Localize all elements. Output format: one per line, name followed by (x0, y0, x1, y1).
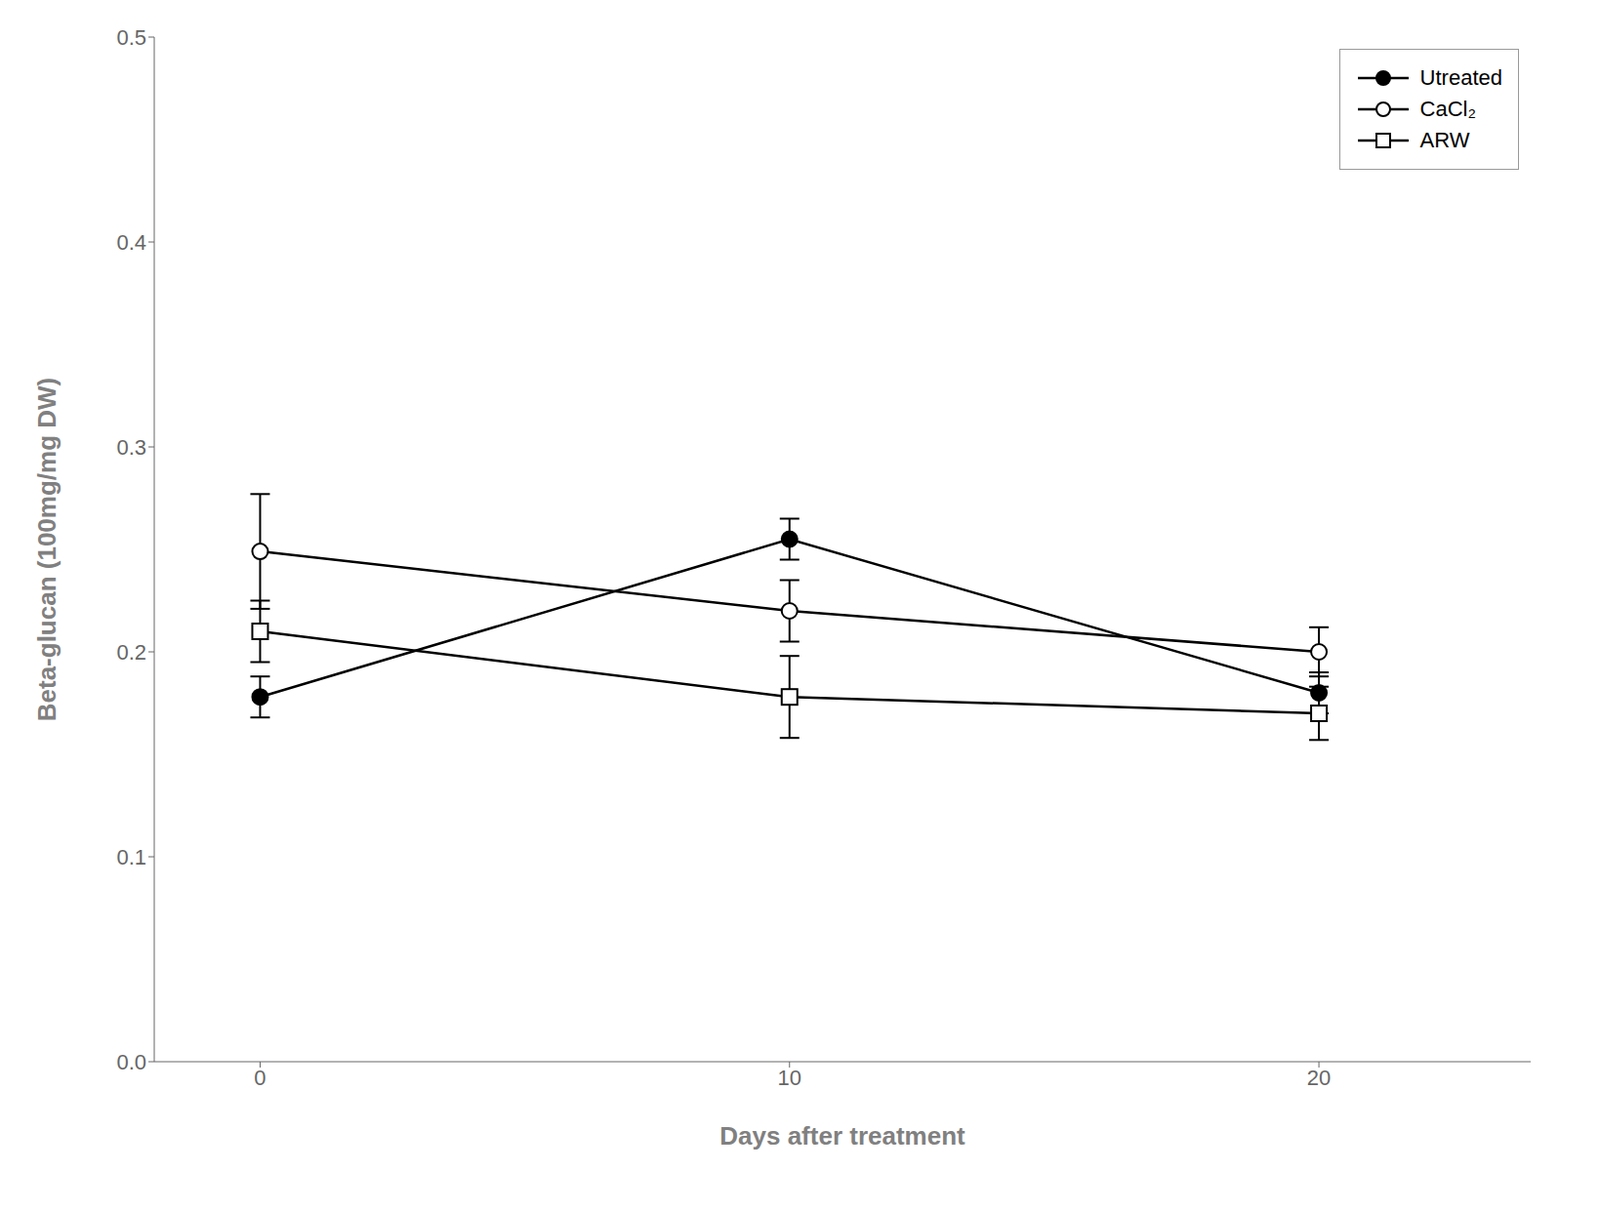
svg-text:0.5: 0.5 (116, 25, 147, 50)
html-text:ARW: ARW (1419, 127, 1470, 153)
svg-text:Days after treatment: Days after treatment (719, 1121, 966, 1151)
html-text:Utreated: Utreated (1419, 65, 1503, 90)
svg-text:10: 10 (778, 1066, 802, 1091)
svg-text:0.2: 0.2 (116, 640, 147, 665)
svg-text:0.1: 0.1 (116, 845, 147, 870)
html-text:CaCl₂: CaCl₂ (1419, 96, 1477, 122)
svg-text:0: 0 (253, 1066, 266, 1091)
svg-text:20: 20 (1307, 1066, 1331, 1091)
svg-text:0.4: 0.4 (116, 230, 147, 255)
svg-text:0.0: 0.0 (116, 1050, 147, 1075)
svg-text:0.3: 0.3 (116, 435, 147, 460)
svg-text:Beta-glucan (100mg/mg DW): Beta-glucan (100mg/mg DW) (32, 377, 62, 723)
